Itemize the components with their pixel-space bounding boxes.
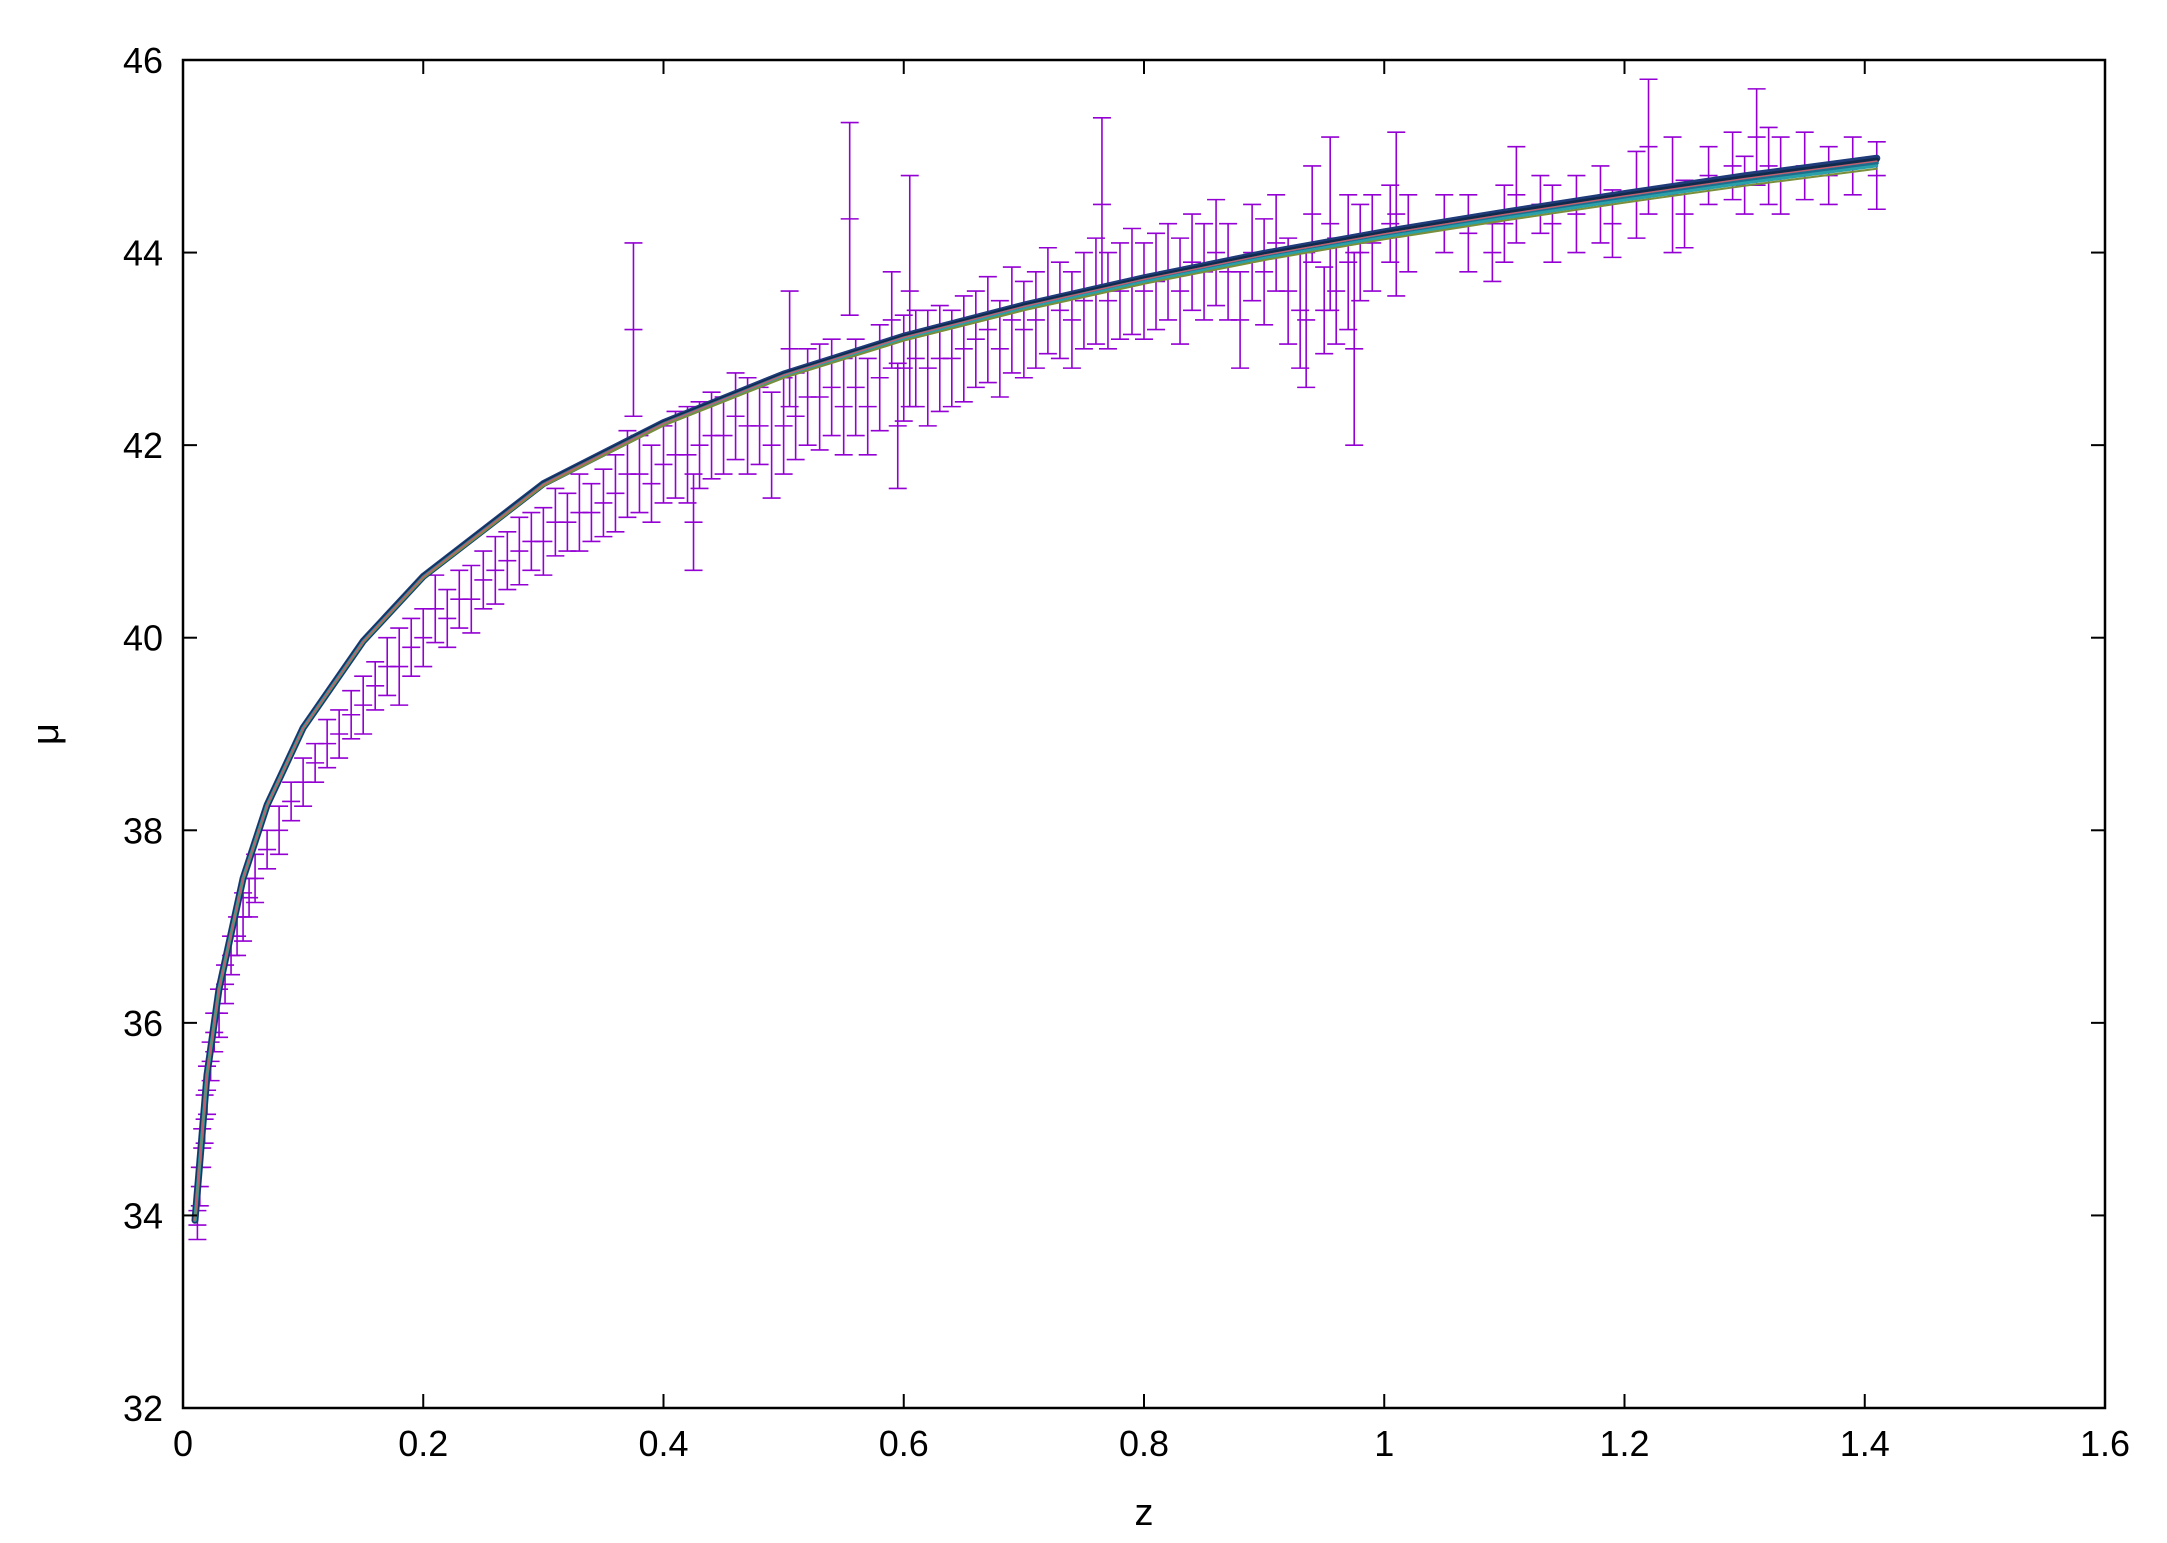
- data-point: [342, 689, 361, 740]
- data-point: [858, 357, 877, 456]
- x-tick-label: 0.6: [879, 1423, 929, 1464]
- data-point: [1183, 213, 1202, 312]
- data-point: [624, 242, 643, 418]
- data-point: [1002, 266, 1021, 374]
- data-point: [690, 401, 709, 490]
- y-tick-label: 32: [123, 1388, 163, 1429]
- x-tick-label: 0.8: [1119, 1423, 1169, 1464]
- data-point: [1050, 261, 1069, 360]
- data-point: [354, 675, 373, 735]
- model-curve: [194, 160, 1878, 1221]
- data-point: [678, 405, 697, 504]
- y-tick-label: 42: [123, 425, 163, 466]
- data-point: [1255, 218, 1274, 326]
- x-tick-label: 1.2: [1599, 1423, 1649, 1464]
- data-point: [966, 290, 985, 389]
- data-point: [282, 781, 301, 822]
- data-point: [246, 853, 265, 904]
- y-axis-label: μ: [25, 723, 67, 745]
- data-point: [1074, 251, 1093, 350]
- data-point: [1014, 280, 1033, 379]
- data-point: [486, 535, 505, 605]
- data-point: [840, 121, 859, 316]
- data-point: [390, 627, 409, 706]
- data-point: [1026, 271, 1045, 369]
- data-point: [1699, 145, 1718, 206]
- data-point: [462, 564, 481, 634]
- data-point: [1759, 126, 1778, 206]
- data-point: [1171, 237, 1190, 345]
- data-point: [582, 482, 601, 543]
- x-tick-label: 0: [173, 1423, 193, 1464]
- data-point: [642, 444, 661, 523]
- data-point: [1098, 251, 1117, 350]
- data-point: [270, 805, 289, 856]
- data-point: [414, 608, 433, 668]
- data-point: [726, 372, 745, 461]
- data-point: [366, 660, 385, 711]
- data-point: [1867, 141, 1886, 211]
- y-tick-label: 44: [123, 233, 163, 274]
- data-points-group: [188, 78, 1886, 1241]
- data-point: [330, 709, 349, 759]
- x-tick-label: 0.4: [638, 1423, 688, 1464]
- y-tick-label: 40: [123, 618, 163, 659]
- data-point: [438, 588, 457, 649]
- data-point: [1062, 271, 1081, 369]
- data-point: [762, 391, 781, 499]
- data-point: [594, 468, 613, 538]
- data-point: [1207, 198, 1226, 307]
- data-point: [534, 506, 553, 576]
- data-point: [402, 617, 421, 678]
- x-axis-label: z: [1135, 1492, 1154, 1534]
- y-tick-label: 36: [123, 1003, 163, 1044]
- data-point: [666, 410, 685, 499]
- data-point: [510, 516, 529, 586]
- data-point: [1459, 194, 1478, 273]
- data-point: [1135, 242, 1153, 341]
- data-point: [954, 295, 973, 403]
- data-point: [474, 550, 493, 610]
- data-point: [978, 275, 997, 384]
- data-point: [888, 362, 907, 490]
- data-point: [1231, 271, 1250, 369]
- model-curves-group: [191, 154, 1881, 1224]
- data-point: [498, 530, 517, 591]
- y-tick-label: 38: [123, 810, 163, 851]
- data-point: [606, 453, 625, 533]
- data-point: [1543, 184, 1562, 264]
- x-tick-label: 1: [1374, 1423, 1394, 1464]
- x-tick-label: 1.4: [1840, 1423, 1890, 1464]
- data-point: [1351, 203, 1370, 302]
- data-point: [1567, 174, 1586, 254]
- data-point: [1507, 145, 1526, 244]
- data-point: [1495, 184, 1514, 264]
- y-tick-label: 34: [123, 1195, 163, 1236]
- x-tick-label: 0.2: [398, 1423, 448, 1464]
- y-tick-label: 46: [123, 40, 163, 81]
- tick-labels-group: 0 0.2 0.4 0.6 0.8 1 1.2 1.4 1.6 32 34 36 38 40 42 44 46: [123, 40, 2130, 1464]
- data-point: [378, 636, 397, 697]
- plot-frame: [181, 58, 2107, 1410]
- data-point: [1387, 131, 1406, 297]
- data-point: [318, 718, 337, 769]
- data-point: [1110, 242, 1129, 341]
- x-tick-label: 1.6: [2080, 1423, 2130, 1464]
